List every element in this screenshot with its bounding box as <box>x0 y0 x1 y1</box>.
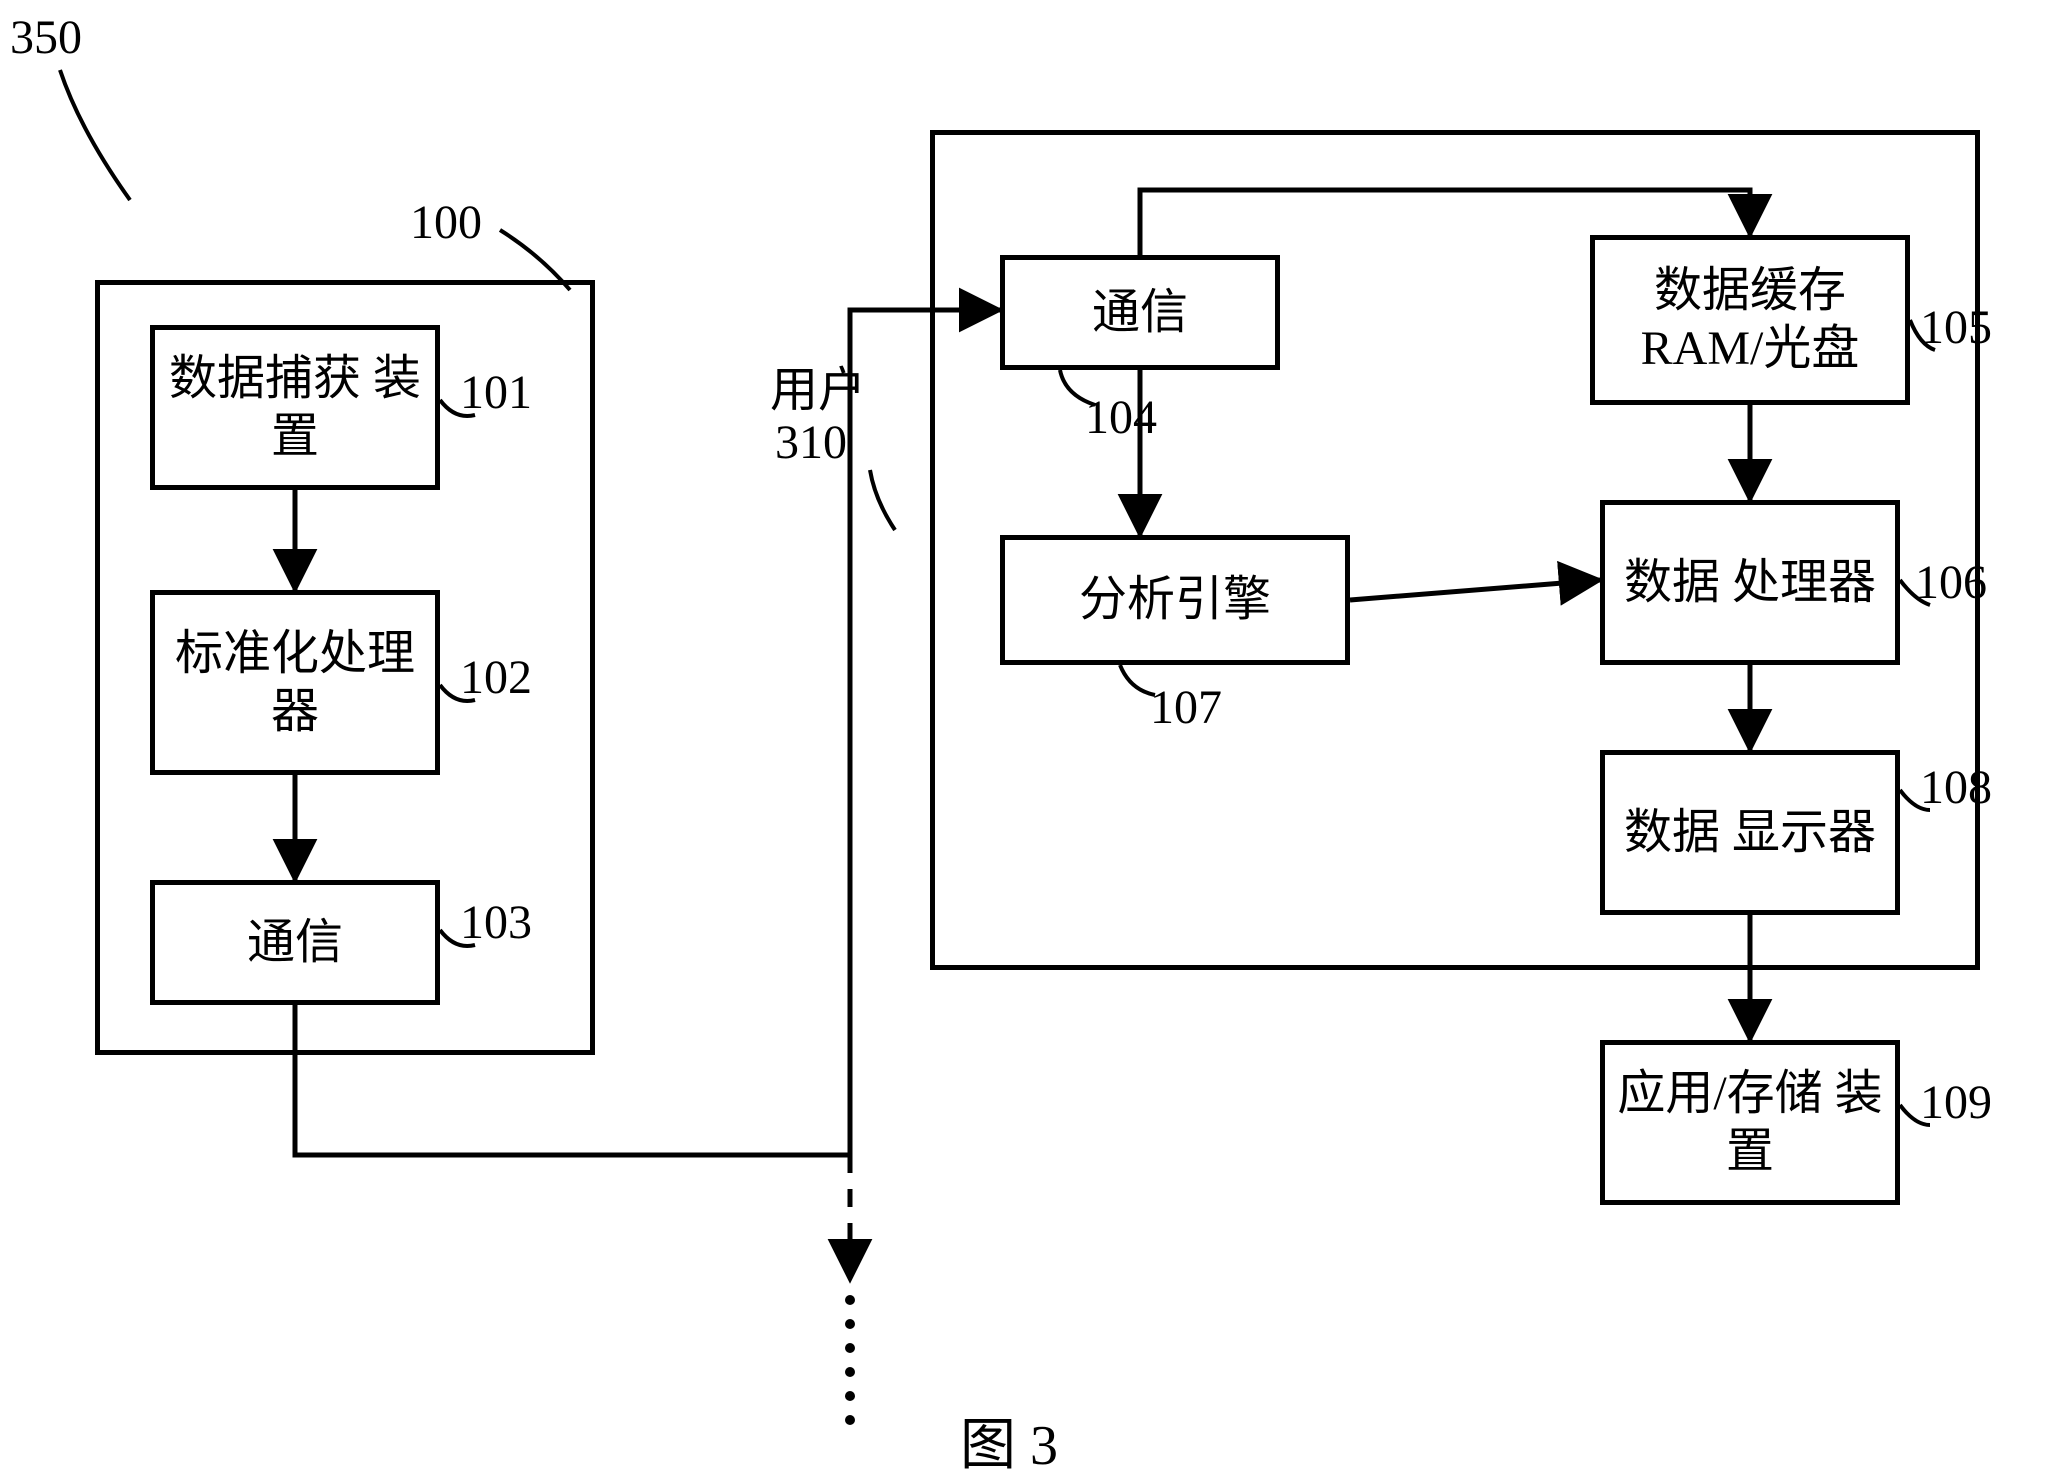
node-107-text: 分析引擎 <box>1079 571 1271 629</box>
node-109: 应用/存储 装置 <box>1600 1040 1900 1205</box>
node-107: 分析引擎 <box>1000 535 1350 665</box>
ref-103: 103 <box>460 895 532 950</box>
label-350: 350 <box>10 10 82 65</box>
ref-105: 105 <box>1920 300 1992 355</box>
ref-104: 104 <box>1085 390 1157 445</box>
ref-107: 107 <box>1150 680 1222 735</box>
ref-102: 102 <box>460 650 532 705</box>
node-102-text: 标准化处理 器 <box>165 625 425 740</box>
ref-108: 108 <box>1920 760 1992 815</box>
figure-caption: 图 3 <box>960 1400 1058 1481</box>
node-101-text: 数据捕获 装置 <box>165 350 425 465</box>
node-108-text: 数据 显示器 <box>1624 804 1876 862</box>
node-108: 数据 显示器 <box>1600 750 1900 915</box>
node-101: 数据捕获 装置 <box>150 325 440 490</box>
label-310: 310 <box>775 415 847 470</box>
ref-101: 101 <box>460 365 532 420</box>
node-105-text: 数据缓存 RAM/光盘 <box>1605 262 1895 377</box>
node-103-text: 通信 <box>247 914 343 972</box>
node-106-text: 数据 处理器 <box>1624 554 1876 612</box>
label-user: 用户 <box>770 350 866 420</box>
label-100: 100 <box>410 195 482 250</box>
diagram-canvas: 数据捕获 装置 标准化处理 器 通信 通信 数据缓存 RAM/光盘 分析引擎 数… <box>0 0 2056 1477</box>
node-109-text: 应用/存储 装置 <box>1615 1065 1885 1180</box>
node-103: 通信 <box>150 880 440 1005</box>
ref-109: 109 <box>1920 1075 1992 1130</box>
node-104: 通信 <box>1000 255 1280 370</box>
ref-106: 106 <box>1915 555 1987 610</box>
node-104-text: 通信 <box>1092 284 1188 342</box>
node-106: 数据 处理器 <box>1600 500 1900 665</box>
node-102: 标准化处理 器 <box>150 590 440 775</box>
node-105: 数据缓存 RAM/光盘 <box>1590 235 1910 405</box>
